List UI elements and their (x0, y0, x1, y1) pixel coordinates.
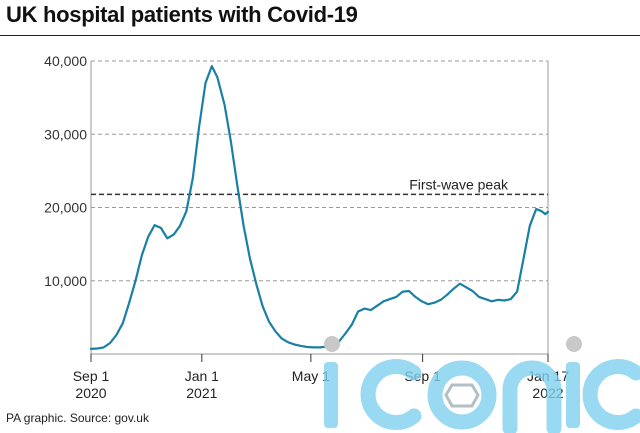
title-divider (0, 35, 640, 36)
y-tick-label: 40,000 (44, 53, 87, 69)
x-tick-label: Sep 1 (404, 368, 441, 384)
gridlines (90, 60, 549, 355)
y-tick-label: 10,000 (44, 273, 87, 289)
series-line-hospital-patients (89, 64, 550, 350)
source-note: PA graphic. Source: gov.uk (6, 411, 149, 425)
y-tick-label: 30,000 (44, 126, 87, 142)
x-tick-label: Jan 17 (527, 368, 569, 384)
x-tick-label: Jan 1 (185, 368, 219, 384)
y-tick-label: 20,000 (44, 200, 87, 216)
x-tick-year-label: 2022 (532, 385, 563, 401)
first-wave-peak-reference: First-wave peak (91, 176, 548, 196)
x-tick-year-label: 2021 (186, 385, 217, 401)
y-axis-tick-labels: 10,000 20,000 30,000 40,000 (44, 53, 87, 289)
series-layer (89, 64, 550, 350)
chart-title: UK hospital patients with Covid-19 (6, 2, 358, 27)
x-tick-label: Sep 1 (73, 368, 110, 384)
reference-line-label: First-wave peak (409, 176, 509, 192)
x-tick-label: May 1 (292, 368, 330, 384)
x-tick-year-label: 2020 (75, 385, 106, 401)
